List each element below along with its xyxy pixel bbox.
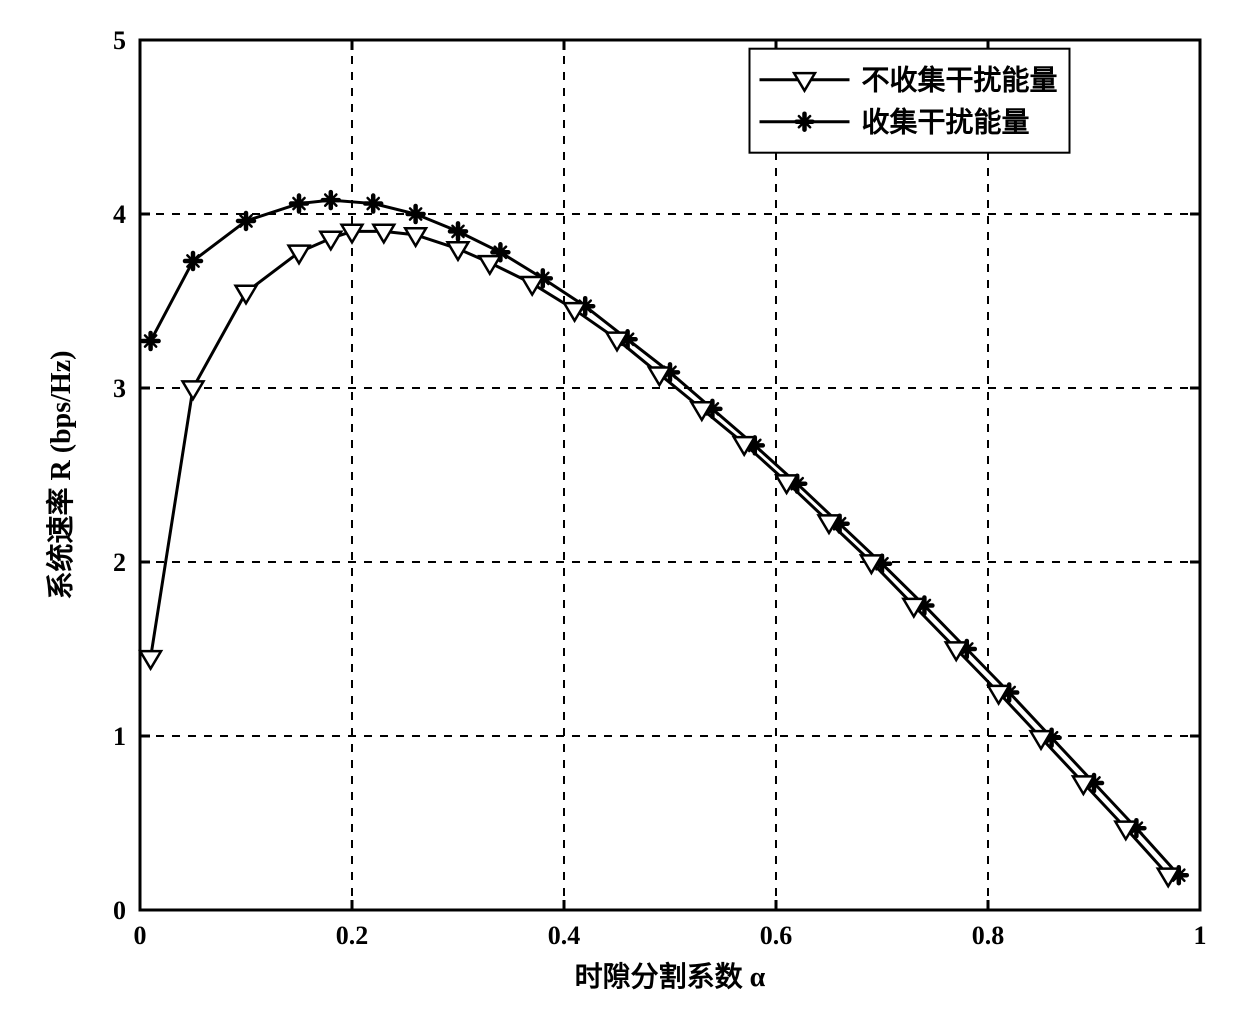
x-tick-label: 0.6 [760, 921, 793, 950]
y-axis-label: 系统速率 R (bps/Hz) [44, 351, 77, 600]
x-tick-label: 0.4 [548, 921, 581, 950]
y-tick-label: 1 [113, 722, 126, 751]
legend-label: 不收集干扰能量 [862, 65, 1058, 97]
y-tick-label: 3 [113, 374, 126, 403]
x-tick-label: 0 [134, 921, 147, 950]
y-tick-label: 5 [113, 26, 126, 55]
x-axis-label: 时隙分割系数 α [575, 960, 766, 993]
x-tick-label: 0.2 [336, 921, 369, 950]
legend: 不收集干扰能量收集干扰能量 [750, 49, 1070, 153]
system-rate-chart: 0 0.2 0.4 0.6 0.8 1 0 1 2 3 4 5 时隙分割系数 α 系统速率 R (bps/… [0, 0, 1240, 1019]
legend-label: 收集干扰能量 [862, 107, 1030, 139]
x-tick-label: 1 [1194, 921, 1207, 950]
y-tick-label: 0 [113, 896, 126, 925]
y-tick-label: 2 [113, 548, 126, 577]
y-tick-label: 4 [113, 200, 126, 229]
x-tick-label: 0.8 [972, 921, 1005, 950]
